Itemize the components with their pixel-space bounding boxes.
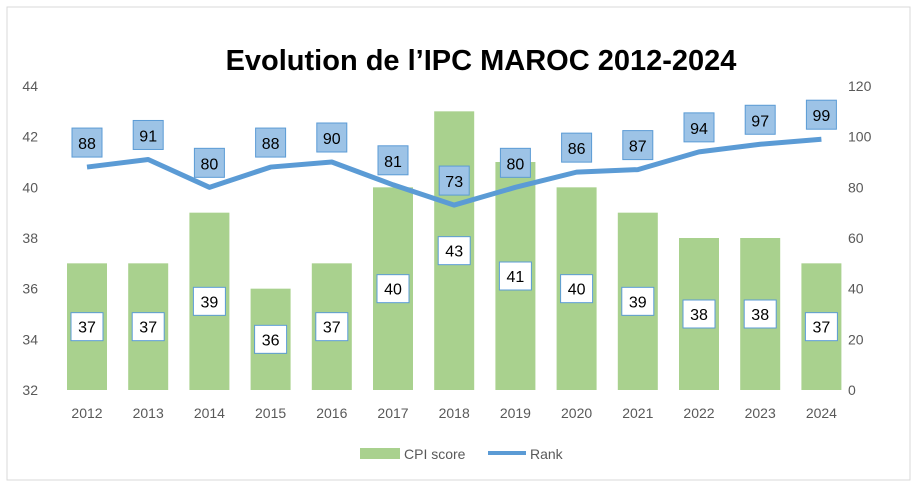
bar-data-label: 40 — [384, 282, 402, 299]
legend-label-cpi: CPI score — [404, 446, 466, 462]
rank-data-label-box — [683, 112, 715, 143]
y-left-tick-label: 34 — [22, 331, 38, 347]
x-tick-label: 2016 — [316, 405, 347, 421]
rank-data-label: 86 — [568, 141, 586, 158]
rank-data-label: 80 — [201, 156, 219, 173]
bar-data-label-box — [498, 261, 532, 291]
rank-data-label-box — [132, 119, 164, 150]
rank-data-label: 87 — [629, 139, 647, 156]
x-tick-label: 2012 — [71, 405, 102, 421]
rank-data-label-box — [438, 165, 470, 196]
bar-data-label-box — [315, 312, 349, 342]
legend-label-rank: Rank — [530, 446, 564, 462]
rank-data-label-box — [71, 127, 103, 158]
bar-data-label-box — [70, 312, 104, 342]
rank-data-label: 88 — [262, 136, 280, 153]
rank-data-label-box — [622, 130, 654, 161]
chart-title: Evolution de l’IPC MAROC 2012-2024 — [226, 45, 737, 77]
rank-data-label: 91 — [139, 128, 157, 145]
bar-data-label-box — [254, 324, 288, 354]
rank-data-label: 81 — [384, 154, 402, 171]
bar-data-label: 37 — [323, 320, 341, 337]
bar-data-label-box — [682, 299, 716, 329]
rank-data-label-box — [193, 147, 225, 178]
y-right-tick-label: 100 — [848, 129, 872, 145]
rank-data-label-box — [499, 147, 531, 178]
rank-data-label-box — [744, 104, 776, 135]
y-right-tick-label: 0 — [848, 382, 856, 398]
bar-data-label-box — [621, 286, 655, 316]
rank-data-label: 80 — [507, 156, 525, 173]
y-right-tick-label: 120 — [848, 78, 872, 94]
rank-data-label: 97 — [751, 113, 769, 130]
y-left-tick-label: 38 — [22, 230, 38, 246]
bar-data-label-box — [804, 312, 838, 342]
bar-data-label: 43 — [445, 244, 463, 261]
y-right-tick-label: 60 — [848, 230, 864, 246]
rank-data-label: 99 — [813, 108, 831, 125]
rank-data-label-box — [561, 132, 593, 163]
y-right-tick-label: 80 — [848, 179, 864, 195]
bar-data-label-box — [560, 274, 594, 304]
y-right-tick-label: 40 — [848, 281, 864, 297]
x-tick-label: 2024 — [806, 405, 837, 421]
y-right-tick-label: 20 — [848, 331, 864, 347]
y-left-tick-label: 36 — [22, 281, 38, 297]
y-left-tick-label: 40 — [22, 179, 38, 195]
bar-data-label: 37 — [78, 320, 96, 337]
bar-data-label: 38 — [751, 307, 769, 324]
rank-data-label-box — [255, 127, 287, 158]
bar-data-label-box — [192, 286, 226, 316]
bar-data-label-box — [131, 312, 165, 342]
x-tick-label: 2018 — [439, 405, 470, 421]
x-tick-label: 2014 — [194, 405, 225, 421]
rank-data-label: 90 — [323, 131, 341, 148]
bar-data-label: 36 — [262, 332, 280, 349]
x-tick-label: 2017 — [377, 405, 408, 421]
bar-data-label-box — [437, 236, 471, 266]
rank-data-label: 94 — [690, 121, 708, 138]
bar-data-label-box — [376, 274, 410, 304]
y-left-tick-label: 44 — [22, 78, 38, 94]
x-tick-label: 2023 — [745, 405, 776, 421]
rank-data-label-box — [377, 145, 409, 176]
bar-data-label-box — [743, 299, 777, 329]
bar-data-label: 37 — [139, 320, 157, 337]
legend: CPI score Rank — [360, 446, 564, 462]
rank-data-label-box — [805, 99, 837, 130]
x-tick-label: 2022 — [683, 405, 714, 421]
x-tick-label: 2020 — [561, 405, 592, 421]
x-tick-label: 2019 — [500, 405, 531, 421]
rank-data-label: 88 — [78, 136, 96, 153]
bar-data-label: 39 — [629, 294, 647, 311]
y-left-tick-label: 32 — [22, 382, 38, 398]
y-left-tick-label: 42 — [22, 129, 38, 145]
rank-data-label-box — [316, 122, 348, 153]
bar-data-label: 39 — [201, 294, 219, 311]
x-tick-label: 2021 — [622, 405, 653, 421]
x-tick-label: 2015 — [255, 405, 286, 421]
bar-data-label: 37 — [813, 320, 831, 337]
x-tick-label: 2013 — [133, 405, 164, 421]
bar-data-label: 40 — [568, 282, 586, 299]
legend-swatch-cpi — [360, 448, 400, 459]
bar-data-label: 41 — [507, 269, 525, 286]
bar-data-label: 38 — [690, 307, 708, 324]
rank-data-label: 73 — [445, 174, 463, 191]
